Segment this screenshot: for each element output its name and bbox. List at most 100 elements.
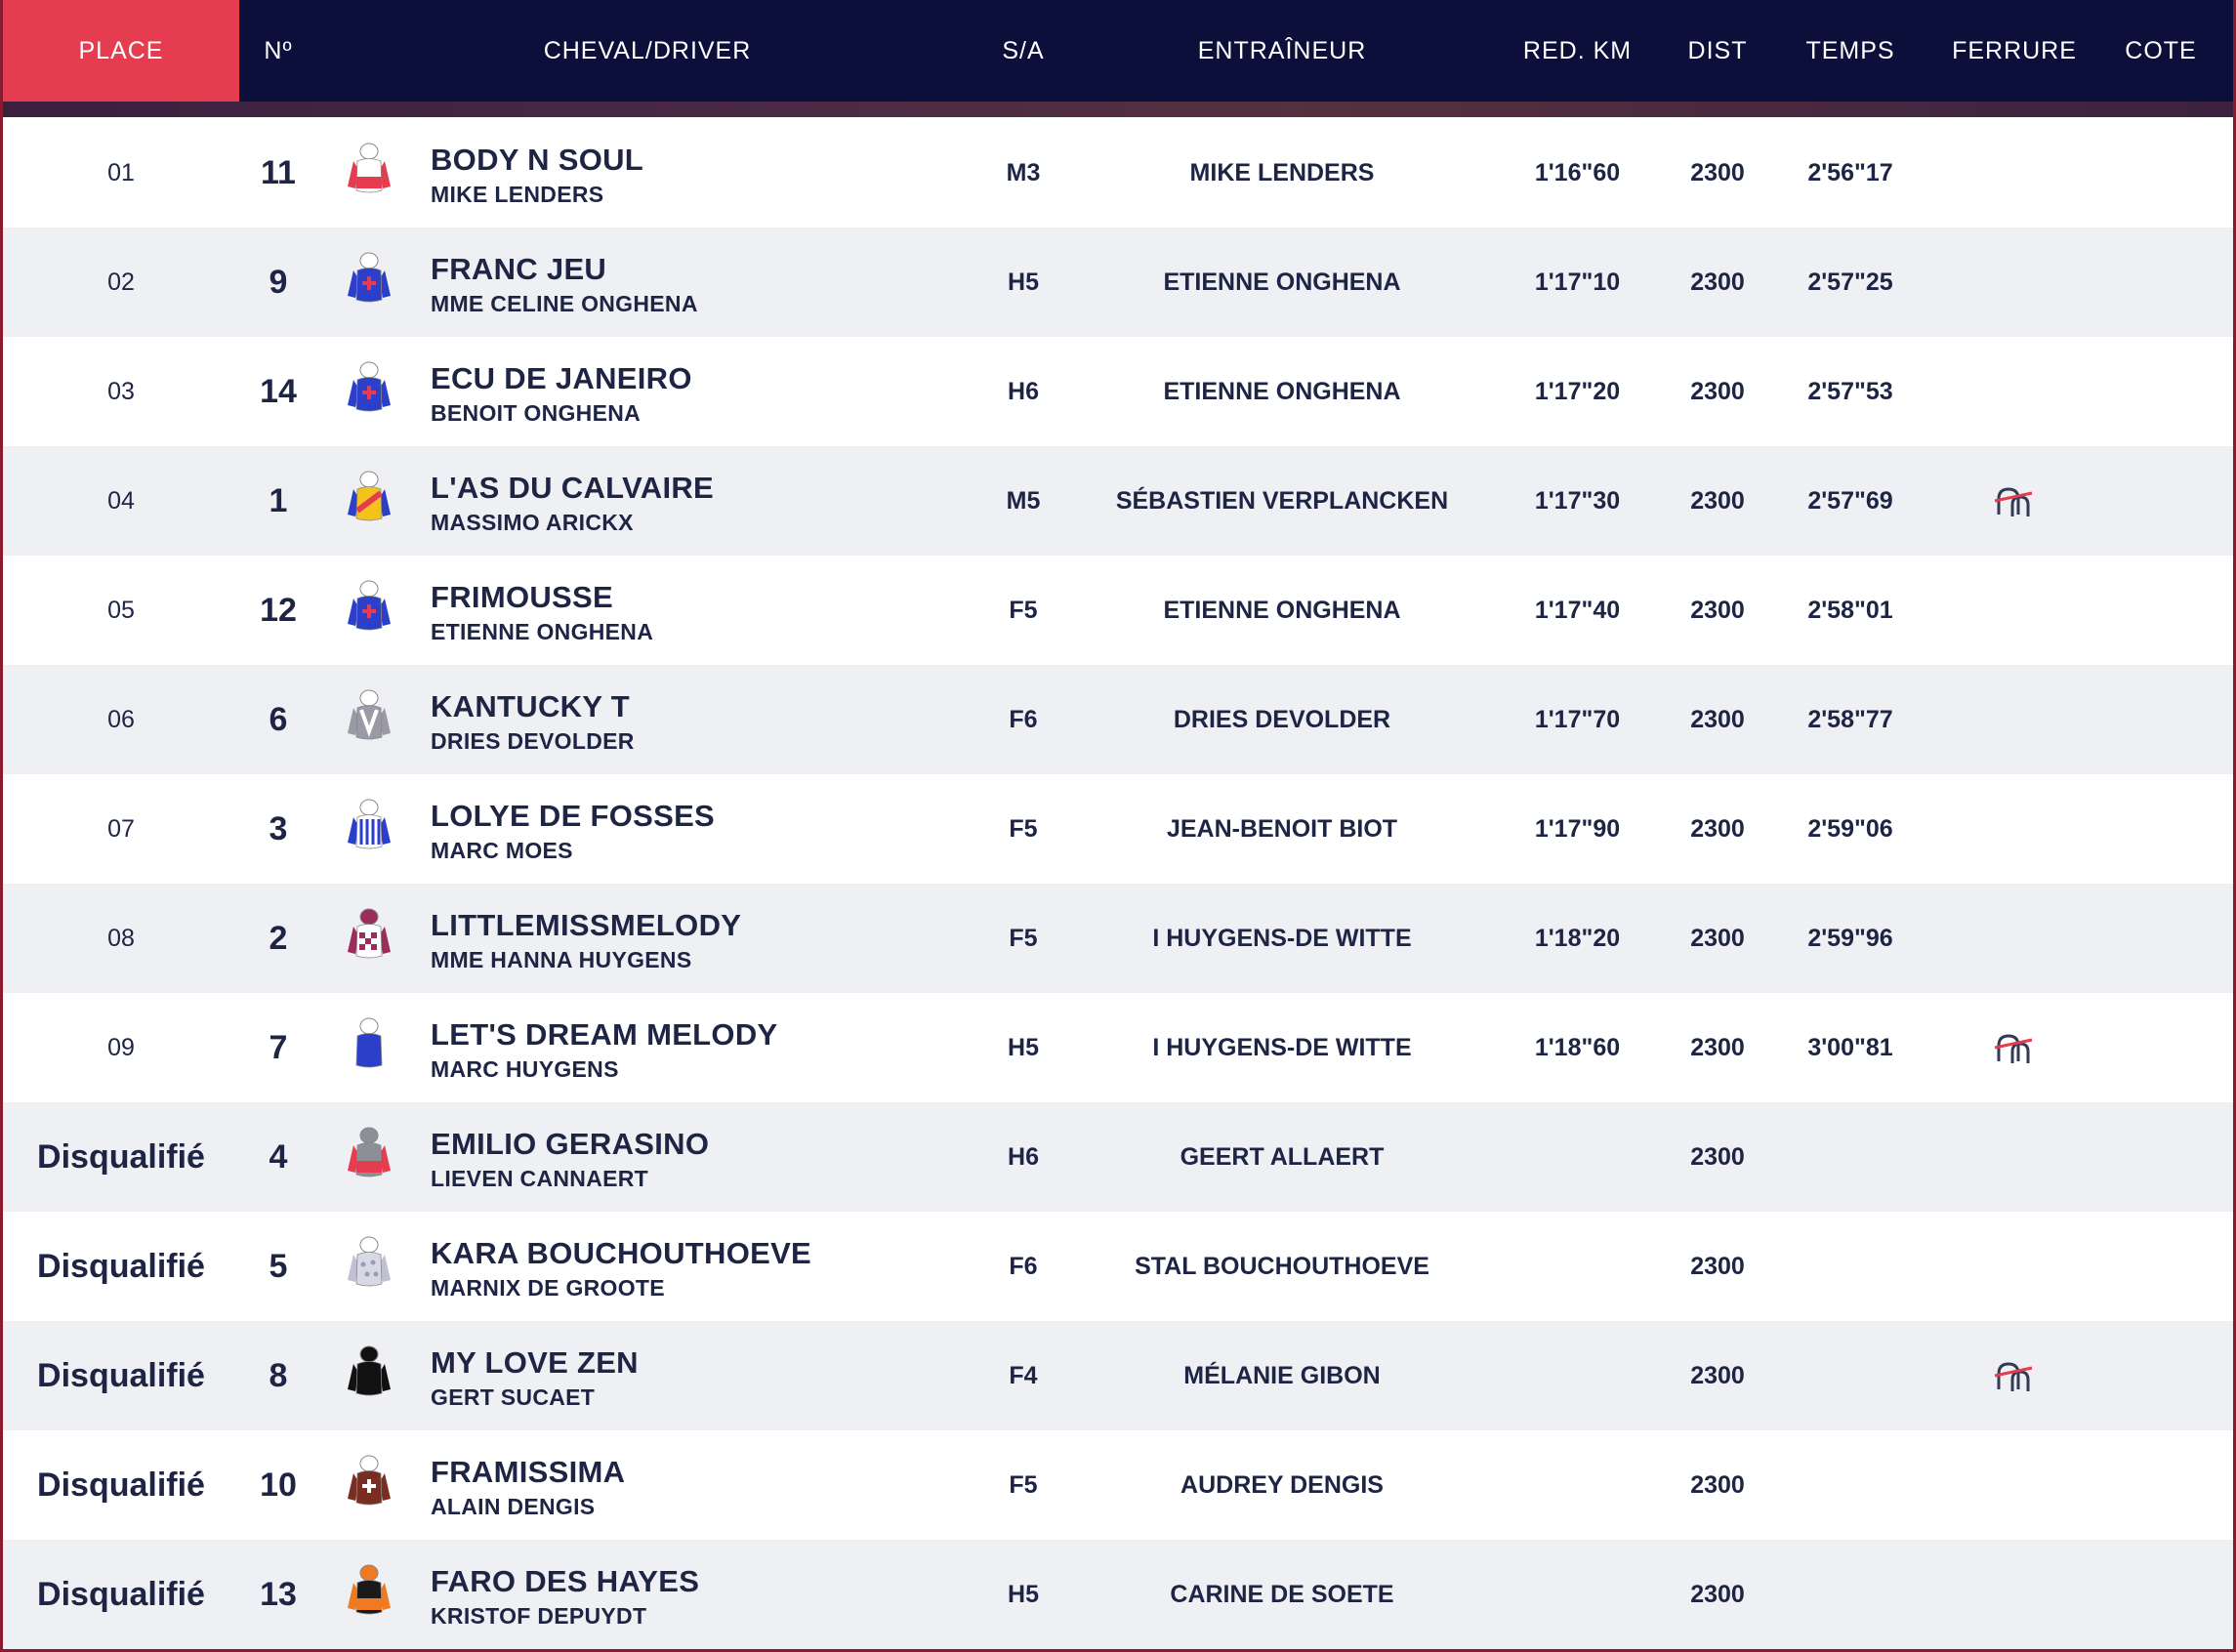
table-row[interactable]: 05 12 FRIMOUSSE ETIENNE ONGHENA F5 ETIEN…: [3, 556, 2233, 665]
table-row[interactable]: Disqualifié 5 KARA BOUCHOUTHOEVE MARNIX …: [3, 1212, 2233, 1321]
red-km-cell: 1'18"60: [1534, 1034, 1621, 1061]
header-red-km[interactable]: RED. KM: [1522, 37, 1633, 64]
horse-name[interactable]: KARA BOUCHOUTHOEVE: [431, 1236, 812, 1270]
sex-age-cell: F5: [1009, 597, 1038, 624]
sex-age-cell: F6: [1009, 1253, 1038, 1280]
header-odds[interactable]: COTE: [2125, 37, 2197, 64]
horse-name[interactable]: FARO DES HAYES: [431, 1564, 700, 1598]
jockey-silk-icon: [340, 1212, 398, 1321]
trainer-cell: I HUYGENS-DE WITTE: [1152, 925, 1412, 952]
horse-number: 5: [269, 1248, 288, 1285]
time-cell: [1782, 1430, 1919, 1540]
distance-cell: 2300: [1690, 159, 1745, 186]
table-row[interactable]: Disqualifié 10 FRAMISSIMA ALAIN DENGIS F…: [3, 1430, 2233, 1540]
horse-name[interactable]: MY LOVE ZEN: [431, 1345, 639, 1380]
header-ferrure[interactable]: FERRURE: [1952, 37, 2077, 64]
horse-number: 6: [269, 701, 288, 738]
time-cell: 2'57"69: [1807, 487, 1893, 515]
ferrure-cell: [1936, 556, 2092, 665]
horse-name[interactable]: EMILIO GERASINO: [431, 1127, 710, 1161]
horse-number: 7: [269, 1029, 288, 1066]
distance-cell: 2300: [1690, 1362, 1745, 1389]
red-km-cell: 1'17"30: [1534, 487, 1621, 515]
red-km-cell: [1507, 1540, 1648, 1649]
ferrure-cell: [1936, 446, 2092, 556]
trainer-cell: ETIENNE ONGHENA: [1163, 378, 1401, 405]
sex-age-cell: M3: [1006, 159, 1041, 186]
sex-age-cell: H5: [1008, 1034, 1039, 1061]
horse-driver-cell: EMILIO GERASINO LIEVEN CANNAERT: [431, 1102, 977, 1212]
horse-driver-cell: KARA BOUCHOUTHOEVE MARNIX DE GROOTE: [431, 1212, 977, 1321]
header-place[interactable]: PLACE: [3, 0, 239, 102]
header-horse-driver[interactable]: CHEVAL/DRIVER: [543, 37, 752, 64]
odds-cell: [2092, 884, 2229, 993]
horse-number: 8: [269, 1357, 288, 1394]
place-cell: Disqualifié: [37, 1576, 205, 1613]
trainer-cell: JEAN-BENOIT BIOT: [1166, 815, 1398, 843]
horse-name[interactable]: BODY N SOUL: [431, 143, 644, 177]
header-distance[interactable]: DIST: [1687, 37, 1748, 64]
driver-name: MARNIX DE GROOTE: [431, 1275, 665, 1301]
jockey-silk-icon: [340, 337, 398, 446]
sex-age-cell: F5: [1009, 815, 1038, 843]
table-row[interactable]: 03 14 ECU DE JANEIRO BENOIT ONGHENA H6 E…: [3, 337, 2233, 446]
horse-name[interactable]: LITTLEMISSMELODY: [431, 908, 742, 942]
sex-age-cell: H5: [1008, 1581, 1039, 1608]
table-row[interactable]: 08 2 LITTLEMISSMELODY MME HANNA HUYGENS …: [3, 884, 2233, 993]
table-row[interactable]: Disqualifié 8 MY LOVE ZEN GERT SUCAET F4…: [3, 1321, 2233, 1430]
sex-age-cell: F5: [1009, 925, 1038, 952]
table-row[interactable]: 09 7 LET'S DREAM MELODY MARC HUYGENS H5 …: [3, 993, 2233, 1102]
red-km-cell: [1507, 1321, 1648, 1430]
horse-name[interactable]: ECU DE JANEIRO: [431, 361, 692, 395]
odds-cell: [2092, 774, 2229, 884]
header-sex-age[interactable]: S/A: [1002, 37, 1045, 64]
horse-name[interactable]: KANTUCKY T: [431, 689, 630, 723]
ferrure-cell: [1936, 118, 2092, 227]
ferrure-cell: [1936, 1321, 2092, 1430]
distance-cell: 2300: [1690, 268, 1745, 296]
table-row[interactable]: 04 1 L'AS DU CALVAIRE MASSIMO ARICKX M5 …: [3, 446, 2233, 556]
odds-cell: [2092, 1540, 2229, 1649]
horse-name[interactable]: L'AS DU CALVAIRE: [431, 471, 715, 505]
time-cell: 2'57"25: [1807, 268, 1893, 296]
ferrure-cell: [1936, 774, 2092, 884]
horse-name[interactable]: LET'S DREAM MELODY: [431, 1017, 778, 1052]
time-cell: 2'59"96: [1807, 925, 1893, 952]
horse-driver-cell: FRAMISSIMA ALAIN DENGIS: [431, 1430, 977, 1540]
table-row[interactable]: 06 6 KANTUCKY T DRIES DEVOLDER F6 DRIES …: [3, 665, 2233, 774]
distance-cell: 2300: [1690, 487, 1745, 515]
header-image-band: [3, 102, 2233, 117]
header-number[interactable]: Nº: [264, 37, 293, 64]
place-cell: 01: [107, 159, 135, 186]
red-km-cell: 1'17"20: [1534, 378, 1621, 405]
odds-cell: [2092, 1430, 2229, 1540]
jockey-silk-icon: [340, 1430, 398, 1540]
sex-age-cell: H5: [1008, 268, 1039, 296]
trainer-cell: AUDREY DENGIS: [1180, 1471, 1384, 1499]
table-row[interactable]: 01 11 BODY N SOUL MIKE LENDERS M3 MIKE L…: [3, 118, 2233, 227]
table-row[interactable]: Disqualifié 4 EMILIO GERASINO LIEVEN CAN…: [3, 1102, 2233, 1212]
horse-name[interactable]: FRAMISSIMA: [431, 1455, 626, 1489]
horse-number: 1: [269, 482, 288, 519]
distance-cell: 2300: [1690, 378, 1745, 405]
red-km-cell: 1'17"40: [1534, 597, 1621, 624]
trainer-cell: I HUYGENS-DE WITTE: [1152, 1034, 1412, 1061]
horse-name[interactable]: FRANC JEU: [431, 252, 607, 286]
sex-age-cell: H6: [1008, 1143, 1039, 1171]
ferrure-cell: [1936, 1540, 2092, 1649]
header-trainer[interactable]: ENTRAÎNEUR: [1197, 37, 1367, 64]
table-row[interactable]: 07 3 LOLYE DE FOSSES MARC MOES F5 JEAN-B…: [3, 774, 2233, 884]
place-cell: 02: [107, 268, 135, 296]
horse-number: 13: [260, 1576, 297, 1613]
place-cell: 08: [107, 925, 135, 952]
distance-cell: 2300: [1690, 597, 1745, 624]
horse-name[interactable]: FRIMOUSSE: [431, 580, 613, 614]
trainer-cell: SÉBASTIEN VERPLANCKEN: [1115, 487, 1449, 515]
red-km-cell: 1'16"60: [1534, 159, 1621, 186]
table-row[interactable]: 02 9 FRANC JEU MME CELINE ONGHENA H5 ETI…: [3, 227, 2233, 337]
time-cell: [1782, 1102, 1919, 1212]
horse-name[interactable]: LOLYE DE FOSSES: [431, 799, 716, 833]
table-row[interactable]: Disqualifié 13 FARO DES HAYES KRISTOF DE…: [3, 1540, 2233, 1649]
header-time[interactable]: TEMPS: [1805, 37, 1895, 64]
